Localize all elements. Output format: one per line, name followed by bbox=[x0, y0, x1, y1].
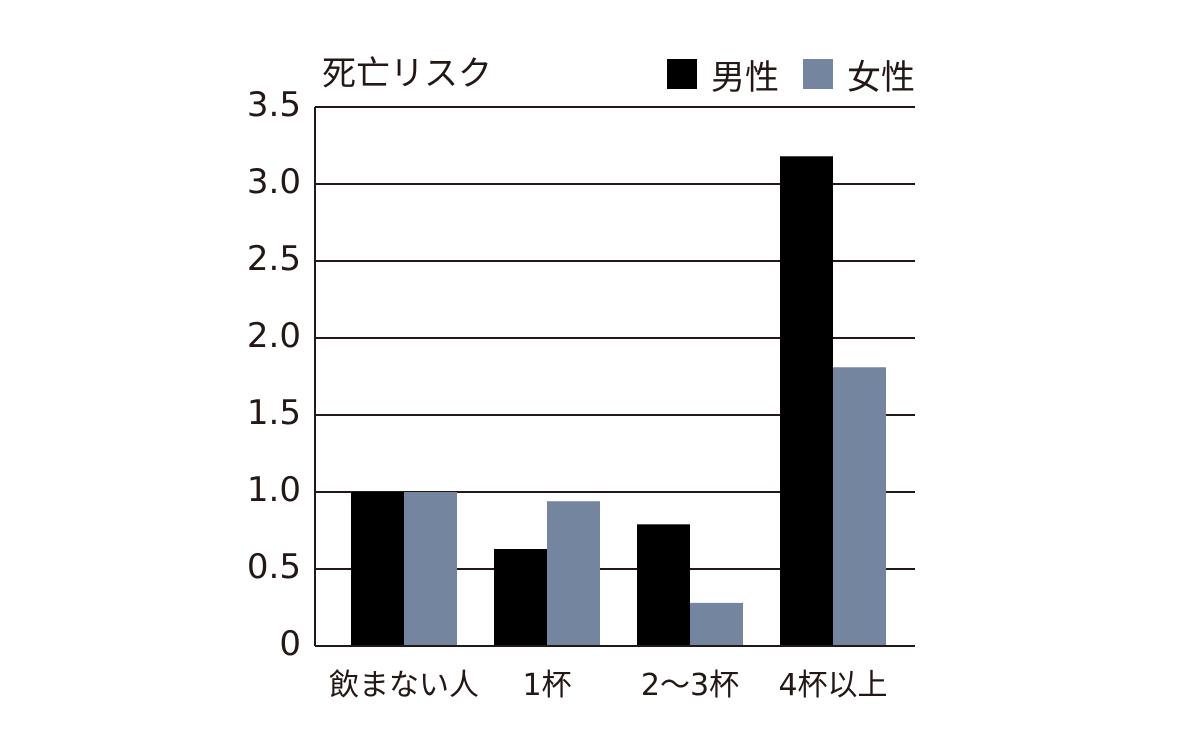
bar-female bbox=[547, 501, 600, 646]
x-tick-label: 飲まない人 bbox=[329, 668, 479, 703]
bar-female bbox=[690, 602, 743, 646]
legend-item-female: 女性 bbox=[803, 50, 915, 99]
bar-male bbox=[494, 548, 547, 646]
y-tick-label: 0 bbox=[279, 624, 301, 664]
legend-label-male: 男性 bbox=[711, 57, 779, 98]
bar-male bbox=[637, 524, 690, 646]
bar-male bbox=[351, 492, 404, 646]
bar-female bbox=[404, 492, 457, 646]
y-tick-label: 3.5 bbox=[246, 85, 301, 125]
y-tick-label: 2.5 bbox=[246, 239, 301, 279]
legend-swatch-female bbox=[803, 59, 833, 89]
y-tick-label: 2.0 bbox=[246, 316, 301, 356]
y-tick-label: 1.5 bbox=[246, 393, 301, 433]
bar-male bbox=[780, 156, 833, 646]
x-tick-label: 1杯 bbox=[522, 668, 572, 703]
y-tick-label: 3.0 bbox=[246, 162, 301, 202]
bar-female bbox=[833, 367, 886, 646]
y-tick-label: 1.0 bbox=[246, 470, 301, 510]
legend-item-male: 男性 bbox=[667, 50, 779, 99]
legend: 男性 女性 bbox=[643, 54, 915, 98]
y-axis-title: 死亡リスク bbox=[322, 54, 492, 94]
x-tick-label: 4杯以上 bbox=[778, 668, 888, 703]
y-tick-label: 0.5 bbox=[246, 547, 301, 587]
legend-swatch-male bbox=[667, 59, 697, 89]
x-tick-label: 2～3杯 bbox=[640, 668, 740, 703]
legend-label-female: 女性 bbox=[847, 57, 915, 98]
